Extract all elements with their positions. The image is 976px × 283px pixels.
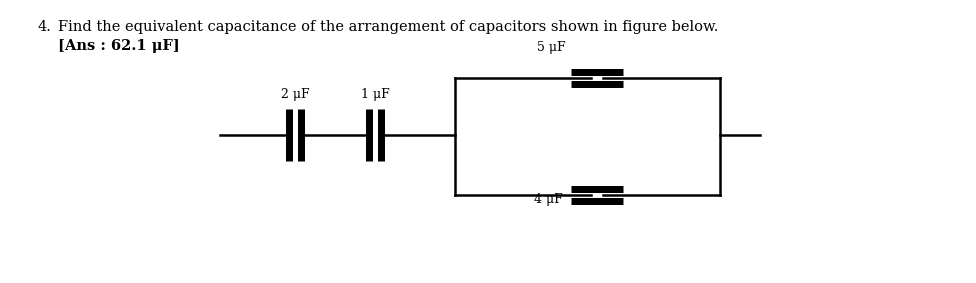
Text: Find the equivalent capacitance of the arrangement of capacitors shown in figure: Find the equivalent capacitance of the a… [58,20,718,34]
Text: [Ans : 62.1 μF]: [Ans : 62.1 μF] [58,39,180,53]
Text: 5 μF: 5 μF [538,41,566,54]
Text: 4 μF: 4 μF [534,192,563,205]
Text: 4.: 4. [38,20,52,34]
Text: 2 μF: 2 μF [281,88,309,101]
Text: 1 μF: 1 μF [360,88,389,101]
